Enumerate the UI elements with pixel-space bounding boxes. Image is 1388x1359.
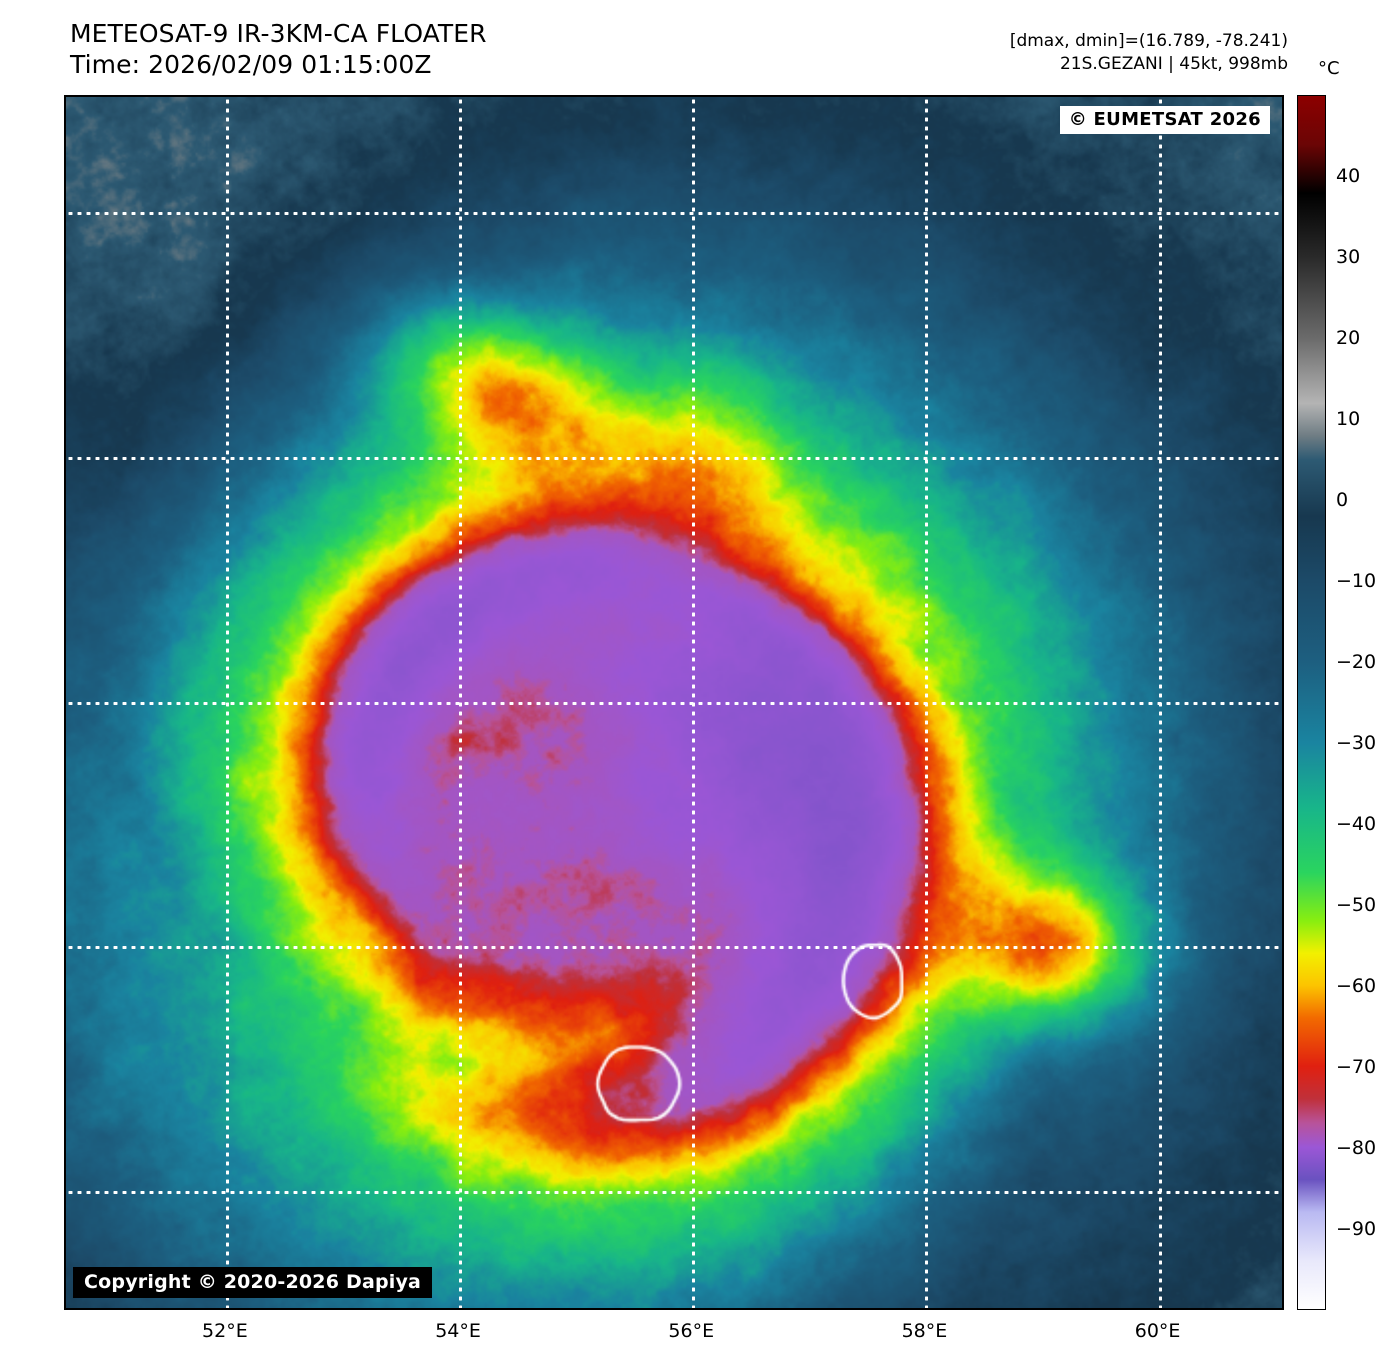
satellite-image-plot[interactable]: © EUMETSAT 2026 Copyright © 2020-2026 Da… [64,95,1284,1310]
metadata-block: [dmax, dmin]=(16.789, -78.241) 21S.GEZAN… [1010,30,1288,76]
colorbar-tick: 30 [1336,246,1361,268]
colorbar-tick: −60 [1336,975,1377,997]
colorbar-tick: 0 [1336,489,1349,511]
temperature-colorbar [1297,95,1326,1310]
colorbar-gradient [1298,96,1325,1309]
infrared-satellite-heatmap [66,97,1282,1308]
colorbar-tick: −90 [1336,1218,1377,1240]
timestamp-label: Time: 2026/02/09 01:15:00Z [70,50,432,79]
colorbar-tick: −10 [1336,570,1377,592]
title-block: METEOSAT-9 IR-3KM-CA FLOATER Time: 2026/… [70,18,487,80]
colorbar-tick: −70 [1336,1056,1377,1078]
storm-info-label: 21S.GEZANI | 45kt, 998mb [1059,54,1288,74]
colorbar-tick: 10 [1336,408,1361,430]
dminmax-label: [dmax, dmin]=(16.789, -78.241) [1009,31,1288,51]
colorbar-tick: −20 [1336,651,1377,673]
lon-tick-label: 52°E [202,1320,248,1342]
colorbar-tick: −50 [1336,894,1377,916]
colorbar-tick: −30 [1336,732,1377,754]
colorbar-unit-label: °C [1318,58,1340,79]
colorbar-tick: −80 [1336,1137,1377,1159]
page-title: METEOSAT-9 IR-3KM-CA FLOATER [70,19,487,48]
copyright-badge: Copyright © 2020-2026 Dapiya [73,1267,433,1298]
lon-tick-label: 60°E [1134,1320,1181,1342]
lon-tick-label: 54°E [435,1320,481,1342]
colorbar-tick: 20 [1336,327,1361,349]
lon-tick-label: 56°E [668,1320,715,1342]
colorbar-tick: −40 [1336,813,1377,835]
colorbar-tick: 40 [1336,165,1361,187]
eumetsat-credit-badge: © EUMETSAT 2026 [1059,106,1270,134]
lon-tick-label: 58°E [901,1320,948,1342]
